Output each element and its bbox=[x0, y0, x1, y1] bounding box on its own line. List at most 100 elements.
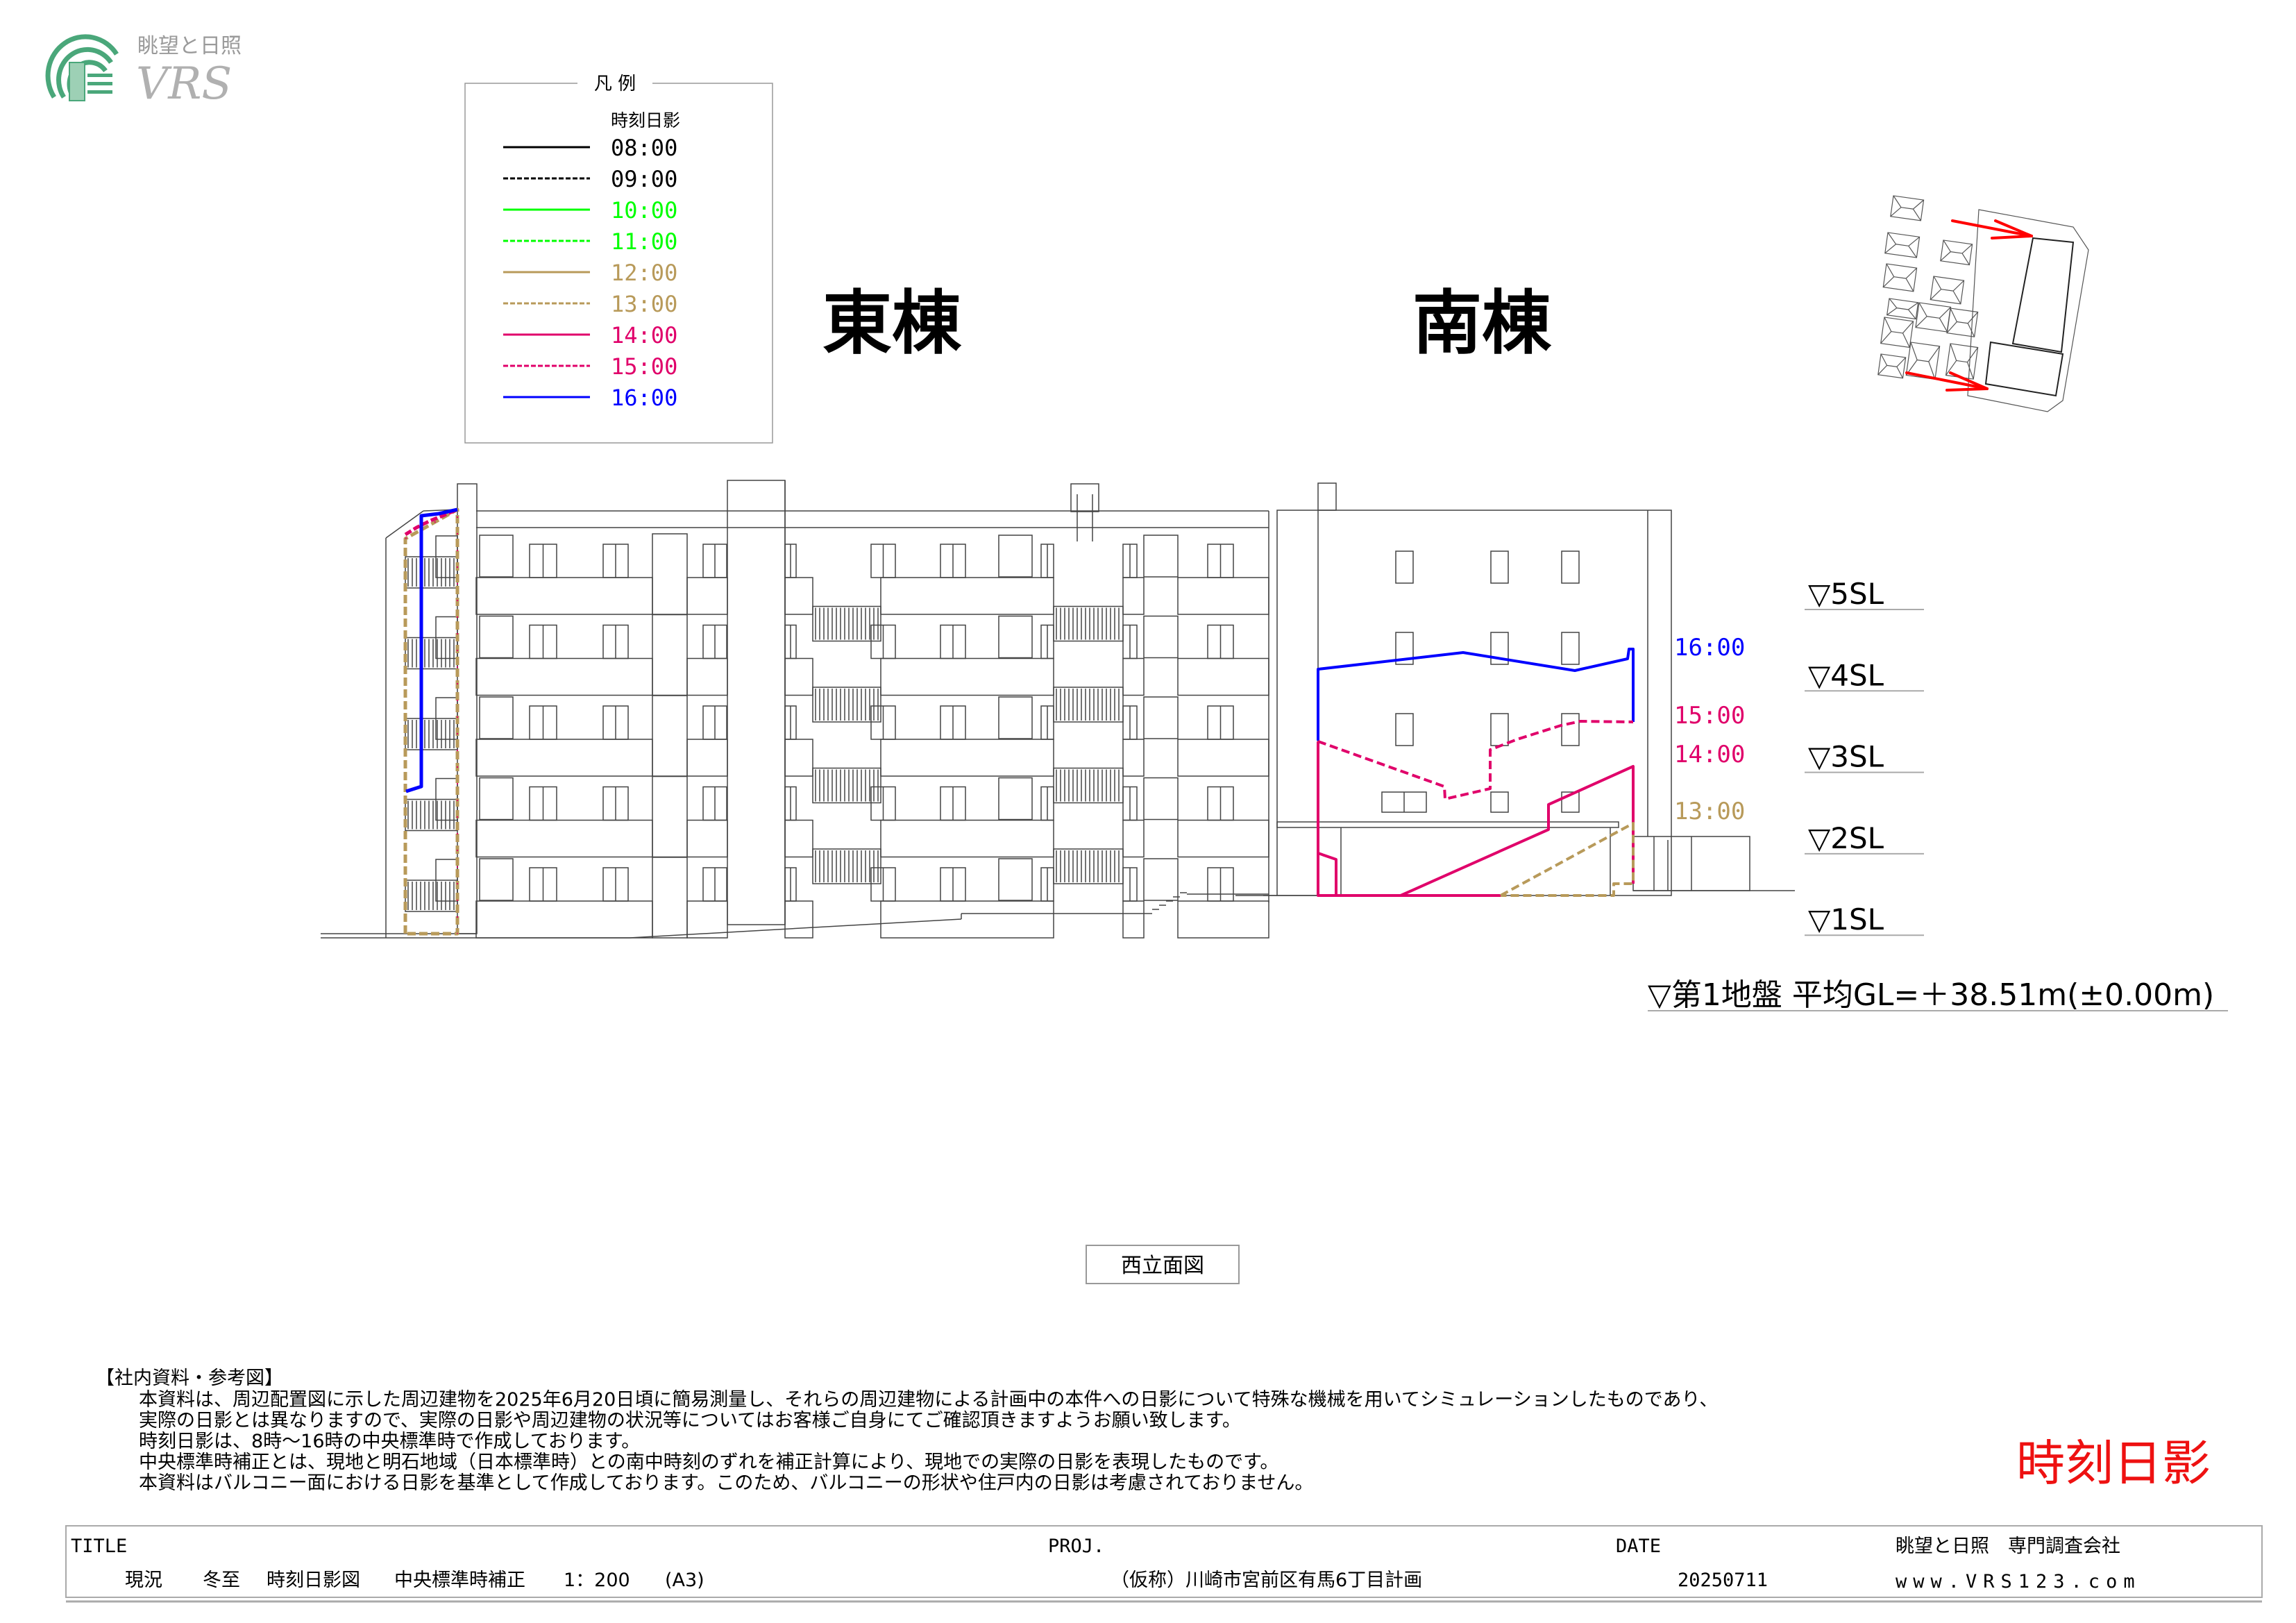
note-line: 時刻日影は、8時～16時の中央標準時で作成しております。 bbox=[139, 1431, 640, 1452]
shadow-1600 bbox=[405, 507, 458, 793]
site-house-roof bbox=[1877, 353, 1907, 378]
notes: 【社内資料・参考図】 本資料は、周辺配置図に示した周辺建物を2025年6月20日… bbox=[96, 1368, 1718, 1494]
company-name: 眺望と日照 専門調査会社 bbox=[1896, 1536, 2120, 1557]
wall-panel bbox=[652, 614, 688, 696]
window bbox=[1490, 791, 1509, 813]
view-name: 西立面図 bbox=[1121, 1254, 1204, 1278]
legend-frame bbox=[464, 83, 773, 444]
site-house bbox=[1882, 263, 1918, 292]
label-1400: 14:00 bbox=[1674, 741, 1745, 768]
level-label: ▽3SL bbox=[1808, 740, 1884, 774]
balcony-wall bbox=[784, 739, 813, 777]
site-house-roof bbox=[1884, 232, 1920, 258]
proj-label: PROJ. bbox=[1048, 1536, 1104, 1557]
window bbox=[1143, 777, 1179, 821]
balcony-railing bbox=[812, 605, 881, 642]
balcony-wall bbox=[686, 739, 728, 777]
balcony-railing bbox=[1053, 687, 1124, 723]
site-house-roof bbox=[1946, 308, 1979, 337]
balcony-railing bbox=[812, 767, 881, 804]
window bbox=[479, 858, 514, 901]
site-house-roof bbox=[1882, 263, 1917, 292]
balcony-wall bbox=[784, 657, 813, 696]
legend-label: 13:00 bbox=[611, 291, 677, 317]
balcony-wall bbox=[686, 657, 728, 696]
ground-level-label: ▽第1地盤 平均GL=＋38.51m(±0.00m) bbox=[1648, 977, 2214, 1013]
site-house bbox=[1877, 353, 1907, 379]
site-house bbox=[1946, 308, 1979, 337]
balcony-wall bbox=[475, 657, 653, 696]
wall-panel bbox=[652, 695, 688, 777]
balcony-wall bbox=[784, 577, 813, 615]
view-arrow-icon bbox=[1905, 219, 2033, 392]
balcony-wall bbox=[880, 657, 1054, 696]
wall-panel bbox=[652, 533, 688, 615]
notes-heading: 【社内資料・参考図】 bbox=[96, 1368, 283, 1389]
view-name-box bbox=[1086, 1245, 1240, 1284]
sheet-stamp: 時刻日影 bbox=[2016, 1435, 2211, 1492]
proj-value: （仮称）川崎市宮前区有馬6丁目計画 bbox=[1111, 1570, 1422, 1591]
legend-label: 15:00 bbox=[611, 353, 677, 380]
site-house bbox=[1884, 232, 1921, 258]
level-label: ▽5SL bbox=[1808, 577, 1884, 611]
window bbox=[1395, 632, 1414, 665]
site-house-roof bbox=[1930, 276, 1964, 305]
title-part: 時刻日影図 bbox=[267, 1570, 360, 1591]
legend-label: 12:00 bbox=[611, 260, 677, 286]
site-house-roof bbox=[1905, 342, 1941, 380]
balcony-railing bbox=[1053, 767, 1124, 804]
title-part: 1：200 bbox=[564, 1570, 630, 1591]
date-label: DATE bbox=[1616, 1536, 1661, 1557]
balcony-wall bbox=[475, 739, 653, 777]
site-east-building bbox=[2011, 237, 2075, 353]
title-block: TITLE 現況 冬至 時刻日影図 中央標準時補正 1：200 (A3) PRO… bbox=[65, 1525, 2263, 1603]
site-house-outline bbox=[1940, 239, 1973, 266]
site-house-outline bbox=[1877, 353, 1907, 379]
balcony-railing bbox=[1053, 848, 1124, 884]
site-house bbox=[1890, 195, 1925, 221]
note-line: 本資料は、周辺配置図に示した周辺建物を2025年6月20日頃に簡易測量し、それら… bbox=[139, 1389, 1718, 1411]
balcony-wall bbox=[1177, 739, 1269, 777]
vrs-logo: 眺望と日照 VRS bbox=[45, 34, 242, 110]
level-markers: ▽5SL ▽4SL ▽3SL ▽2SL ▽1SL bbox=[1805, 577, 1924, 936]
balcony-wall bbox=[880, 819, 1054, 858]
shadow-time-labels: 16:00 15:00 14:00 13:00 bbox=[1674, 634, 1745, 825]
legend-label: 10:00 bbox=[611, 197, 677, 224]
site-boundary bbox=[1967, 209, 2089, 412]
balcony-wall bbox=[475, 900, 653, 939]
balcony-wall bbox=[880, 577, 1054, 615]
site-house-outline bbox=[1905, 342, 1941, 380]
window bbox=[998, 535, 1033, 578]
site-house-outline bbox=[1930, 276, 1965, 305]
legend-label: 14:00 bbox=[611, 322, 677, 348]
window bbox=[1490, 632, 1509, 665]
window bbox=[1395, 550, 1414, 584]
note-line: 実際の日影とは異なりますので、実際の日影や周辺建物の状況等についてはお客様ご自身… bbox=[139, 1410, 1241, 1431]
label-1600: 16:00 bbox=[1674, 634, 1745, 662]
balcony-wall bbox=[686, 819, 728, 858]
balcony-wall bbox=[475, 577, 653, 615]
logo-jp-text: 眺望と日照 bbox=[137, 34, 242, 58]
window bbox=[998, 777, 1033, 821]
window bbox=[1395, 713, 1414, 746]
balcony-railing bbox=[812, 848, 881, 884]
window bbox=[479, 696, 514, 739]
wall-panel bbox=[652, 775, 688, 858]
window bbox=[998, 615, 1033, 659]
legend-header: 時刻日影 bbox=[611, 110, 680, 131]
window bbox=[479, 535, 514, 578]
balcony-railing bbox=[812, 687, 881, 723]
south-building-elevation bbox=[1263, 482, 1795, 896]
site-house-roof bbox=[1886, 298, 1918, 319]
balcony-wall bbox=[1122, 739, 1145, 777]
site-house-outline bbox=[1890, 195, 1925, 221]
window bbox=[998, 696, 1033, 739]
east-shadow-lines bbox=[403, 507, 459, 936]
site-house-roof bbox=[1890, 195, 1924, 221]
site-house-roof bbox=[1915, 302, 1951, 333]
company-website: www.VRS123.com bbox=[1896, 1571, 2141, 1592]
balcony-wall bbox=[880, 739, 1054, 777]
site-plan bbox=[1877, 195, 2089, 412]
legend-label: 09:00 bbox=[611, 166, 677, 192]
south-building-label: 南棟 bbox=[1412, 283, 1552, 364]
